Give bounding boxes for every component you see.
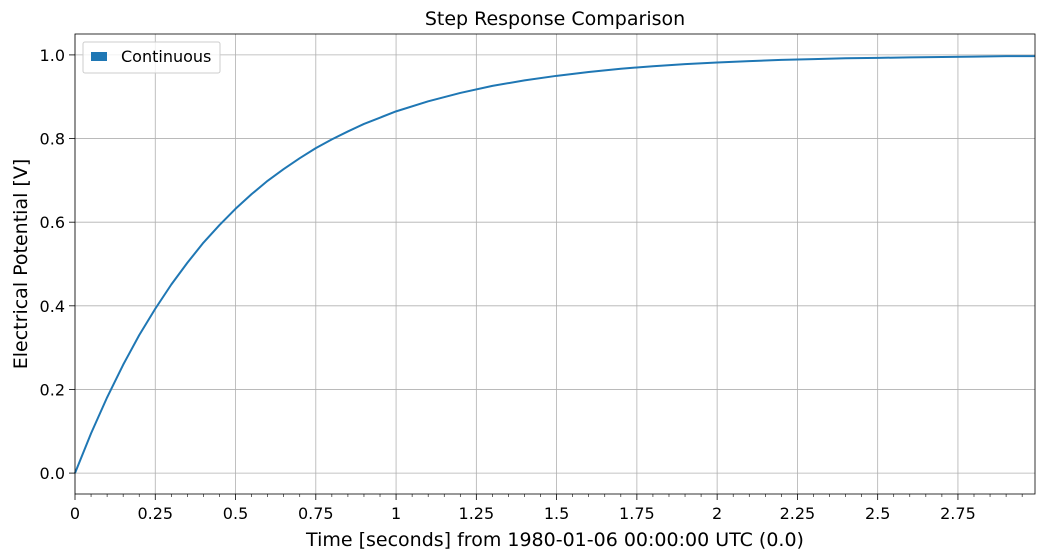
x-tick-label: 1.25: [459, 504, 495, 523]
y-tick-label: 0.0: [40, 464, 65, 483]
legend-box: [82, 41, 221, 74]
plot-area-background: [75, 34, 1035, 494]
series-layer: [74, 55, 1035, 474]
x-tick-label: 0: [70, 504, 80, 523]
x-tick-label: 2.75: [940, 504, 976, 523]
x-tick-label: 2.25: [780, 504, 816, 523]
grid-lines: [74, 34, 1035, 494]
y-tick-label: 0.4: [40, 297, 65, 316]
legend-swatch: [91, 52, 107, 61]
x-axis-ticks: 0 0.25 0.5 0.75 1 1.25 1.5 1.75 2 2.25 2.5 2.75: [70, 494, 1023, 523]
x-tick-label: 1.5: [544, 504, 569, 523]
legend: Continuous: [82, 41, 221, 74]
x-axis-title: Time [seconds] from 1980-01-06 00:00:00 …: [305, 529, 804, 551]
y-tick-label: 0.8: [40, 130, 65, 149]
chart-title: Step Response Comparison: [425, 8, 685, 30]
y-tick-label: 0.2: [40, 380, 65, 399]
y-tick-label: 0.6: [40, 213, 65, 232]
x-tick-label: 2: [712, 504, 722, 523]
x-tick-label: 0.75: [298, 504, 334, 523]
x-tick-label: 0.25: [137, 504, 173, 523]
x-tick-label: 1: [391, 504, 401, 523]
y-axis-ticks: 0.0 0.2 0.4 0.6 0.8 1.0: [40, 46, 75, 483]
legend-entry-label: Continuous: [121, 47, 211, 66]
x-tick-label: 1.75: [619, 504, 655, 523]
y-tick-label: 1.0: [40, 46, 65, 65]
y-axis-title: Electrical Potential [V]: [10, 159, 32, 369]
x-tick-label: 2.5: [865, 504, 890, 523]
plot-area-frame: [74, 33, 1036, 495]
series-line-continuous: [74, 55, 1035, 474]
x-tick-label: 0.5: [223, 504, 248, 523]
